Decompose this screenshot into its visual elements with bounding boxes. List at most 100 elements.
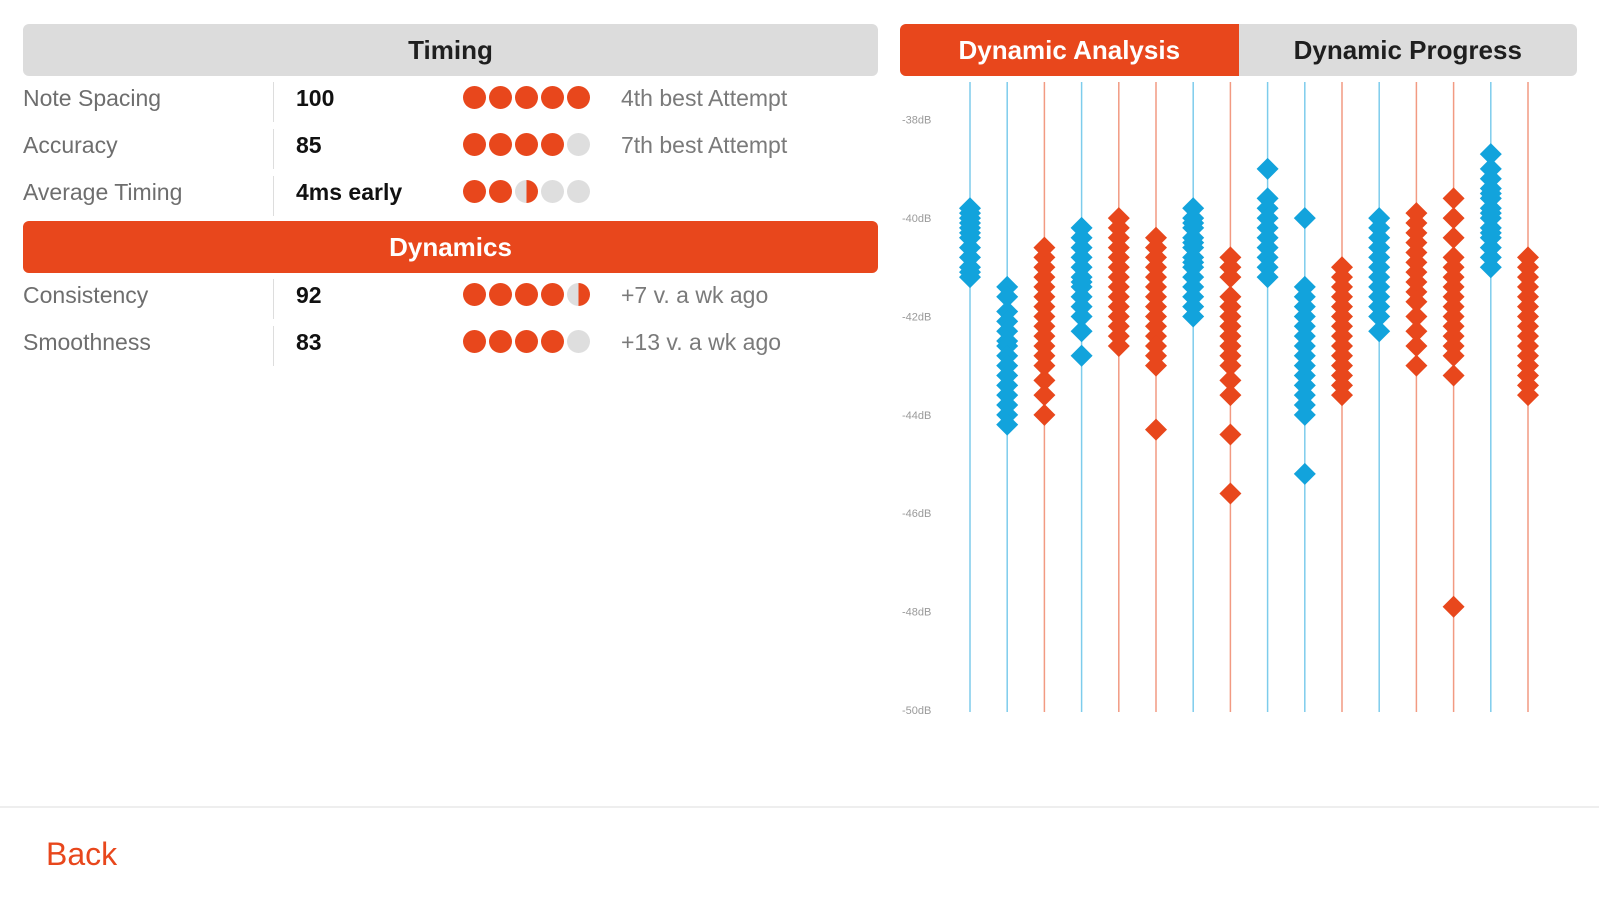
metric-note: +13 v. a wk ago — [621, 329, 782, 355]
rating-dot — [567, 133, 590, 156]
metric-label: Note Spacing — [23, 85, 162, 111]
dynamic-point — [1293, 403, 1316, 426]
dynamic-point — [1219, 354, 1242, 377]
dynamic-point — [1405, 305, 1428, 328]
rating-dots — [463, 180, 590, 203]
metric-value: 83 — [296, 329, 322, 355]
metric-value: 100 — [296, 85, 335, 111]
metric-value: 4ms early — [296, 179, 403, 205]
dynamic-point — [1479, 256, 1502, 279]
results-panel: Timing Note Spacing 100 4th best Attempt… — [23, 24, 878, 367]
rating-dot — [515, 283, 538, 306]
metric-label: Accuracy — [23, 132, 118, 158]
rating-dot — [541, 133, 564, 156]
y-tick-label: -38dB — [902, 115, 931, 127]
divider — [273, 82, 274, 122]
timing-rows: Note Spacing 100 4th best Attempt Accura… — [23, 76, 878, 217]
dynamic-point — [1442, 187, 1465, 210]
tab-dynamic-analysis[interactable]: Dynamic Analysis — [900, 24, 1239, 76]
metric-note: 4th best Attempt — [621, 85, 788, 111]
divider — [273, 129, 274, 169]
dynamic-point — [1145, 418, 1167, 441]
dynamic-point — [1405, 354, 1428, 377]
dynamic-point — [1182, 251, 1205, 274]
rating-dot — [489, 180, 512, 203]
dynamic-analysis-chart: -38dB -40dB -42dB -44dB -46dB -48dB -50dB — [902, 82, 1539, 717]
dynamic-point — [1368, 305, 1391, 328]
rating-dot — [567, 180, 590, 203]
dynamic-point — [1070, 305, 1093, 328]
dynamic-point — [1405, 290, 1428, 313]
rating-dot — [489, 283, 512, 306]
metric-value: 92 — [296, 282, 322, 308]
dynamic-point — [1070, 344, 1093, 367]
rating-dot — [463, 283, 486, 306]
dynamic-point — [1182, 211, 1205, 234]
dynamic-point — [1107, 334, 1130, 357]
rating-dot — [489, 330, 512, 353]
dynamic-point — [1479, 182, 1502, 205]
metric-row-average-timing: Average Timing 4ms early — [23, 170, 878, 217]
rating-dot — [463, 330, 486, 353]
dynamic-point — [1219, 423, 1242, 446]
dynamic-point — [1479, 221, 1502, 244]
dynamic-point — [1479, 202, 1502, 225]
rating-dot — [515, 86, 538, 109]
rating-dot — [489, 133, 512, 156]
dynamic-point — [1033, 369, 1056, 392]
dynamic-point — [1219, 369, 1242, 392]
rating-dot — [515, 330, 538, 353]
rating-dot — [463, 180, 486, 203]
dynamic-point — [1368, 320, 1391, 343]
back-button[interactable]: Back — [46, 836, 118, 872]
rating-dot — [567, 283, 590, 306]
dynamic-point — [1033, 403, 1056, 426]
rating-dot — [541, 180, 564, 203]
dynamic-point — [1405, 320, 1428, 343]
dynamic-point — [996, 285, 1019, 308]
dynamic-point — [1033, 354, 1056, 377]
tab-dynamic-progress[interactable]: Dynamic Progress — [1293, 34, 1522, 65]
dynamic-point — [1182, 305, 1205, 328]
dynamic-point — [1405, 334, 1428, 357]
y-tick-label: -46dB — [902, 508, 931, 520]
dynamic-point — [1479, 143, 1502, 166]
dynamic-point — [1219, 482, 1242, 505]
dynamic-point — [1256, 157, 1279, 180]
rating-dots — [463, 133, 590, 156]
rating-dots — [463, 283, 590, 306]
rating-dot — [541, 283, 564, 306]
rating-dot — [567, 330, 590, 353]
dynamic-point — [1442, 207, 1465, 230]
rating-dots — [463, 330, 590, 353]
metric-row-consistency: Consistency 92 +7 v. a wk ago — [23, 273, 878, 320]
dynamic-point — [1517, 384, 1539, 407]
y-tick-label: -40dB — [902, 213, 931, 225]
divider — [273, 279, 274, 319]
rating-dot — [541, 86, 564, 109]
dynamic-point — [1256, 266, 1279, 289]
chart-tabs: Dynamic Analysis Dynamic Progress — [900, 24, 1577, 76]
metric-row-accuracy: Accuracy 85 7th best Attempt — [23, 123, 878, 170]
dynamic-point — [1293, 207, 1316, 230]
metric-row-note-spacing: Note Spacing 100 4th best Attempt — [23, 76, 878, 123]
rating-dots — [463, 86, 590, 109]
timing-header: Timing — [23, 24, 878, 76]
dynamic-point — [1182, 231, 1205, 254]
dynamic-point — [996, 413, 1019, 436]
metric-label: Smoothness — [23, 329, 151, 355]
metric-note: +7 v. a wk ago — [621, 282, 769, 308]
divider — [273, 326, 274, 366]
rating-dot — [463, 133, 486, 156]
metric-label: Consistency — [23, 282, 149, 308]
dynamic-point — [1070, 320, 1093, 343]
dynamic-point — [1442, 226, 1465, 249]
metric-label: Average Timing — [23, 179, 183, 205]
dynamic-point — [1219, 266, 1242, 289]
dynamic-point — [1442, 344, 1465, 367]
dynamics-header: Dynamics — [23, 221, 878, 273]
rating-dot — [515, 180, 538, 203]
dynamic-point — [1442, 364, 1465, 387]
metric-row-smoothness: Smoothness 83 +13 v. a wk ago — [23, 320, 878, 367]
dynamic-point — [1293, 462, 1316, 485]
